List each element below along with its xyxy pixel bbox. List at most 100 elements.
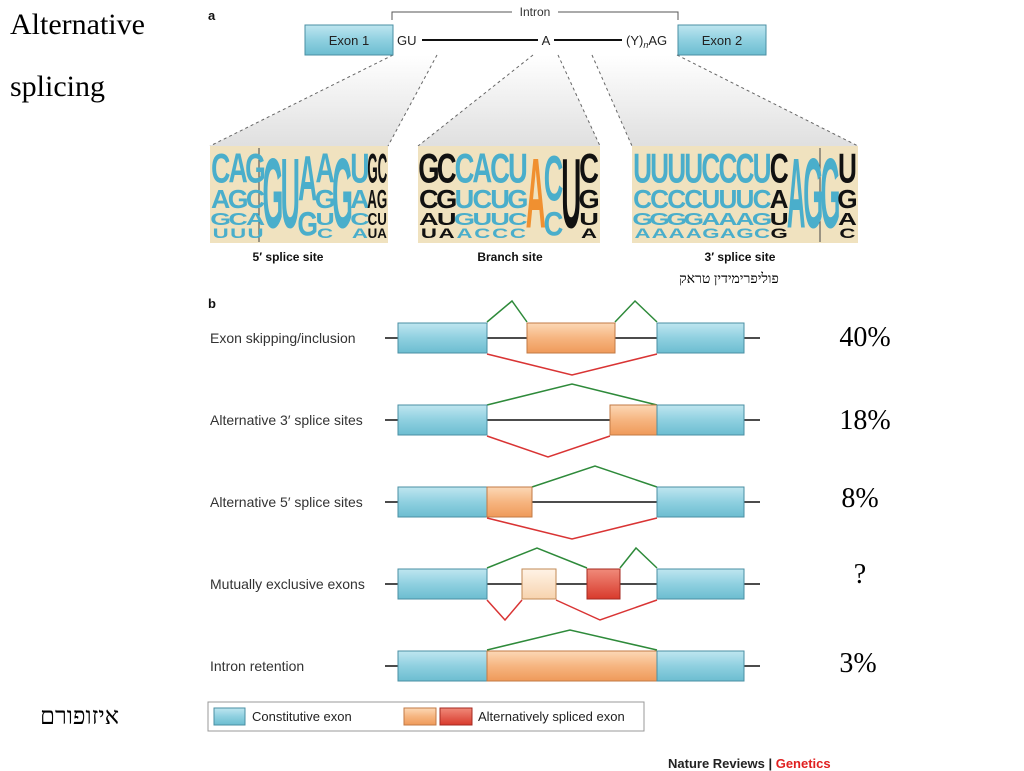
logo-letter: U (633, 147, 652, 192)
logo-letter: G (736, 225, 753, 241)
row-exon-skipping (385, 299, 760, 376)
site3-label: 3′ splice site (705, 250, 776, 264)
percent-alt-3: 18% (839, 405, 891, 436)
journal-credit: Nature Reviews | Genetics (668, 756, 831, 771)
credit-separator: | (764, 756, 776, 771)
logo-letter: A (211, 184, 230, 213)
logo-5-splice-panel (210, 146, 388, 243)
slide-title-line2: splicing (10, 70, 105, 103)
logo-letter: A (581, 225, 597, 241)
logo-letter: A (718, 209, 737, 229)
logo-letter: U (753, 147, 772, 192)
cone-dashed-lines (209, 54, 859, 147)
logo-letter: C (667, 186, 686, 214)
polypyrimidine-label: פוליפרימידין טראק (679, 272, 779, 287)
logo-branch-panel (418, 146, 600, 243)
logo-letter: A (439, 225, 455, 241)
logo-letter: C (350, 209, 369, 229)
percent-exon-skipping: 40% (839, 322, 891, 353)
logo-letter: C (633, 186, 652, 214)
logo-letter: CU (368, 210, 387, 229)
site5-label: 5′ splice site (253, 250, 324, 264)
row-label-alt-5: Alternative 5′ splice sites (210, 494, 363, 510)
legend-alternative-label: Alternatively spliced exon (478, 709, 625, 724)
isoform-label: איזופורם (40, 704, 120, 730)
logo-letter: C (579, 146, 599, 192)
row-label-intron-retention: Intron retention (210, 658, 305, 674)
logo-letter: G (579, 185, 600, 214)
logo-letter: U (315, 209, 334, 229)
logo-letter: C (736, 147, 755, 192)
logo-letter: A (787, 140, 806, 249)
logo-letter: G (436, 185, 457, 214)
logo-letter: G (803, 140, 823, 249)
logo-letter: G (632, 209, 652, 229)
logo-letter: A (526, 139, 546, 249)
percent-alt-5: 8% (841, 483, 879, 514)
branch-a-label: A (542, 33, 551, 48)
logo-letter: C (770, 147, 789, 192)
cone-5-splice (210, 55, 437, 146)
intron-label: Intron (520, 5, 551, 19)
logo-letter: A (720, 225, 736, 241)
logo-letter: G (820, 140, 840, 249)
exon2-label: Exon 2 (702, 33, 742, 48)
logo-letter: G (418, 146, 439, 192)
logo-letter: C (490, 146, 510, 192)
logo-letter: U (508, 146, 528, 192)
logo-letter: G (752, 209, 772, 229)
logo-letter: UA (368, 226, 387, 241)
logo-letter: U (247, 225, 263, 241)
logo-letter: U (684, 147, 703, 192)
logo-letter: U (770, 209, 789, 229)
journal-name: Nature Reviews (668, 756, 765, 771)
cone-branch (418, 55, 600, 146)
logo-letter: C (437, 146, 457, 192)
logo-letter: A (736, 209, 755, 229)
logo-letter: C (317, 225, 333, 241)
logo-letter: U (350, 146, 369, 192)
logo-letter: A (350, 184, 369, 213)
logo-letter: G (702, 225, 719, 241)
logo-letter: G (297, 204, 318, 243)
logo-letter: C (508, 209, 528, 229)
logo-letter: U (718, 186, 737, 214)
logo-letter: U (490, 185, 510, 214)
row-intron-retention (385, 629, 760, 682)
logo-letter: A (315, 146, 334, 192)
legend-constitutive-label: Constitutive exon (252, 709, 352, 724)
logo-letter: U (455, 185, 475, 214)
ypolyag-label: (Y)nAG (626, 33, 667, 50)
panel-b-letter: b (208, 296, 216, 311)
logo-letter: A (419, 209, 439, 229)
logo-letter: A (701, 209, 720, 229)
logo-letter: G (771, 225, 788, 241)
logo-letter: A (838, 209, 857, 229)
logo-letter: C (455, 146, 475, 192)
exon2-box (677, 24, 767, 56)
logo-letter: U (490, 209, 510, 229)
row-alt-5-splice (385, 465, 760, 540)
logo-letter: A (246, 209, 265, 229)
logo-letter: G (332, 139, 353, 250)
logo-letter: U (650, 147, 669, 192)
logo-letter: C (753, 186, 772, 214)
logo-letter: U (437, 209, 457, 229)
branch-site-label: Branch site (477, 250, 543, 264)
logo-letter: AG (367, 185, 387, 214)
logo-letter: U (281, 139, 300, 250)
logo-letter: C (510, 225, 526, 241)
logo-letter: C (474, 225, 490, 241)
logo-letter: C (684, 186, 703, 214)
logo-letter: U (736, 186, 755, 214)
logo-letter: C (246, 184, 265, 213)
logo-letter: G (245, 146, 266, 192)
slide-title-line1: Alternative (10, 8, 145, 41)
logo-letter: G (837, 186, 857, 214)
journal-section: Genetics (775, 756, 831, 771)
logo-letter: A (669, 225, 685, 241)
logo-letter: C (228, 209, 247, 229)
logo-letter: C (419, 185, 439, 214)
